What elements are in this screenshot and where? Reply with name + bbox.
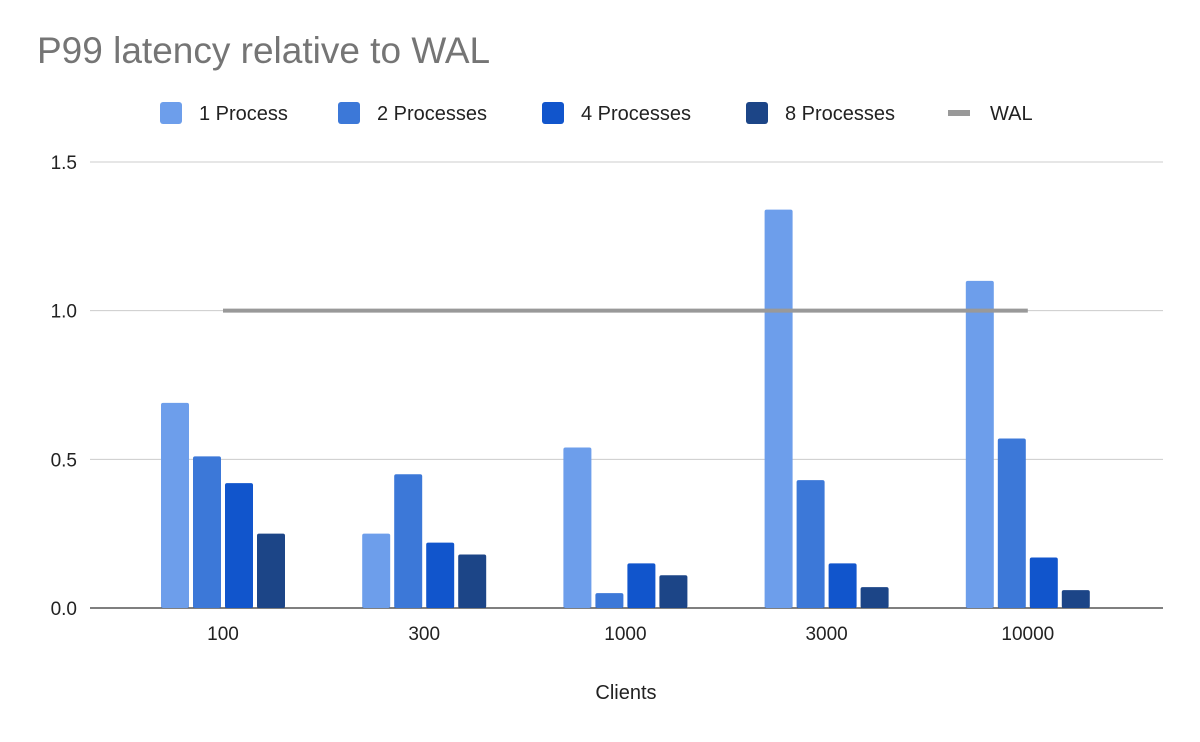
legend-label: 8 Processes — [785, 103, 895, 125]
legend-swatch — [160, 102, 182, 124]
bar-4-processes — [627, 563, 656, 608]
legend-swatch — [338, 102, 360, 124]
bar-2-processes — [997, 438, 1026, 608]
y-tick-label: 0.5 — [51, 450, 77, 471]
chart-title: P99 latency relative to WAL — [37, 30, 491, 71]
bar-8-processes — [257, 533, 285, 608]
x-axis-title: Clients — [595, 682, 656, 704]
x-tick-label: 300 — [408, 624, 440, 645]
y-tick-label: 1.0 — [51, 302, 77, 323]
bar-4-processes — [1029, 557, 1058, 608]
legend-label: 1 Process — [199, 103, 288, 125]
x-tick-label: 10000 — [1001, 624, 1054, 645]
legend-label: WAL — [990, 103, 1033, 125]
legend-label: 2 Processes — [377, 103, 487, 125]
bar-1-process — [161, 402, 189, 608]
bar-8-processes — [860, 587, 889, 608]
bar-2-processes — [193, 456, 221, 608]
bar-8-processes — [659, 575, 688, 608]
bar-1-process — [362, 533, 391, 608]
legend-swatch — [746, 102, 768, 124]
bar-4-processes — [426, 542, 455, 608]
bar-8-processes — [1061, 590, 1090, 608]
bar-2-processes — [595, 593, 624, 608]
bar-4-processes — [225, 483, 253, 608]
y-tick-label: 1.5 — [51, 153, 77, 174]
bar-2-processes — [796, 480, 825, 608]
bar-1-process — [764, 209, 793, 608]
bar-2-processes — [394, 474, 423, 608]
legend-swatch-line — [948, 110, 970, 116]
bar-8-processes — [458, 554, 487, 608]
x-tick-label: 100 — [207, 624, 239, 645]
legend-label: 4 Processes — [581, 103, 691, 125]
bar-1-process — [563, 447, 592, 608]
y-tick-label: 0.0 — [51, 599, 77, 620]
x-tick-label: 3000 — [805, 624, 847, 645]
bar-1-process — [965, 280, 994, 608]
bar-4-processes — [828, 563, 857, 608]
x-tick-label: 1000 — [604, 624, 646, 645]
legend-swatch — [542, 102, 564, 124]
